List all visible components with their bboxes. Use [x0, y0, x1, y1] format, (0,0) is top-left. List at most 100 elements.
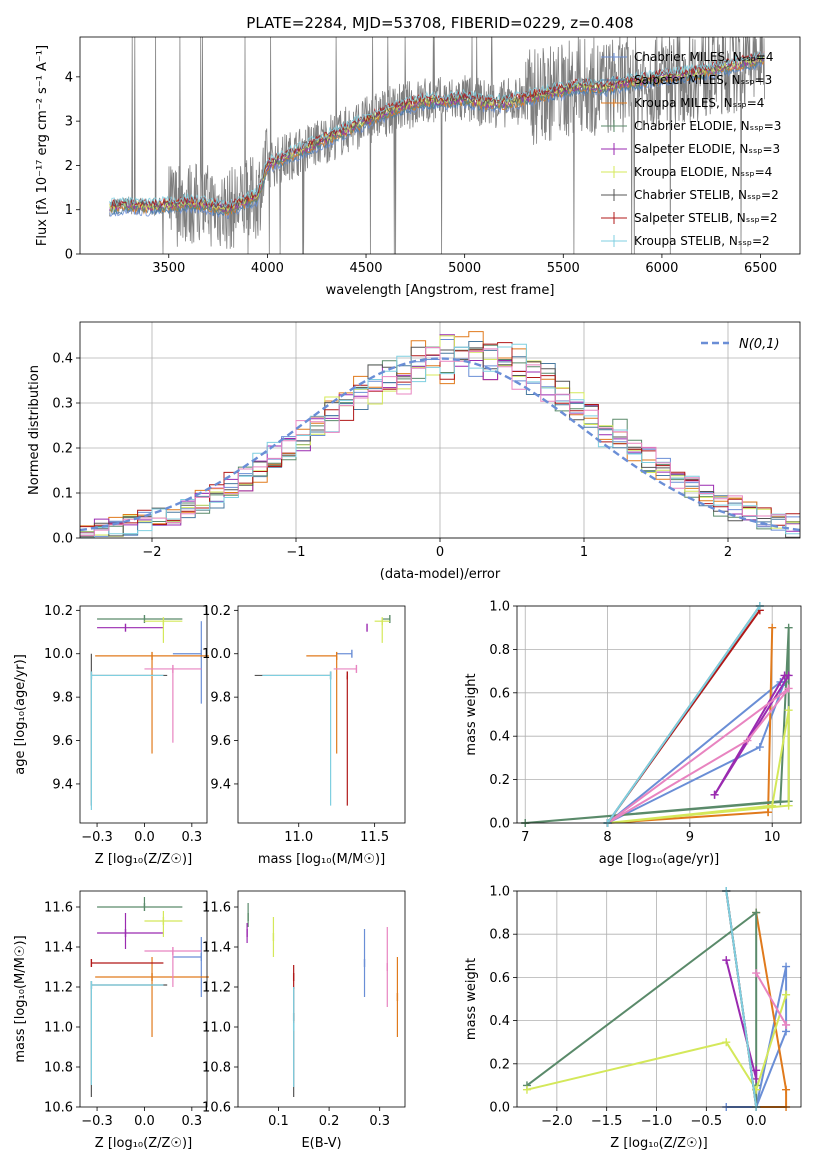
- x-tick-label: −0.3: [81, 1114, 113, 1129]
- axes-frame: [516, 605, 802, 824]
- x-axis-label: (data-model)/error: [380, 567, 501, 582]
- x-tick-label: 0: [436, 545, 444, 560]
- axes-frame: [79, 321, 801, 539]
- x-tick-label: 7: [521, 830, 529, 845]
- axes-frame: [79, 36, 801, 255]
- data-point-marker: [722, 956, 731, 965]
- series-line: [607, 687, 790, 824]
- y-tick-label: 10.2: [44, 604, 73, 619]
- data-point-marker: [710, 790, 719, 799]
- x-tick-label: 0.2: [319, 1114, 340, 1129]
- legend-entry: Chabrier ELODIE, Nₛₛₚ=3: [634, 119, 781, 133]
- data-point-marker: [764, 808, 773, 817]
- x-tick-label: 0.0: [134, 830, 155, 845]
- x-tick-label: 6000: [645, 261, 678, 276]
- x-tick-label: 4000: [251, 261, 284, 276]
- y-axis-label: mass [log₁₀(M/M☉)]: [13, 935, 28, 1062]
- x-tick-label: −1.0: [641, 1114, 673, 1129]
- x-tick-label: 1: [580, 545, 588, 560]
- y-tick-label: 2: [65, 159, 73, 174]
- normal-curve: [79, 357, 801, 532]
- x-tick-label: −1.5: [591, 1114, 623, 1129]
- y-tick-label: 0.8: [489, 643, 510, 658]
- legend-entry: Kroupa ELODIE, Nₛₛₚ=4: [634, 165, 772, 179]
- x-tick-label: 9: [686, 830, 694, 845]
- y-tick-label: 10.0: [44, 647, 73, 662]
- y-tick-label: 0.2: [52, 442, 73, 457]
- y-tick-label: 0.0: [52, 532, 73, 547]
- series-line: [725, 890, 758, 1108]
- y-tick-label: 10.8: [44, 1061, 73, 1076]
- y-axis-label: mass weight: [464, 958, 479, 1040]
- x-tick-label: 0.0: [746, 1114, 767, 1129]
- data-point-marker: [768, 801, 777, 810]
- y-tick-label: 0.4: [489, 730, 510, 745]
- legend-entry: Salpeter MILES, Nₛₛₚ=3: [634, 73, 772, 87]
- x-axis-label: E(B-V): [301, 1136, 341, 1151]
- y-tick-label: 10.2: [202, 604, 231, 619]
- y-axis-label: Flux [fλ 10⁻¹⁷ erg cm⁻² s⁻¹ A⁻¹]: [35, 45, 50, 246]
- y-axis-label: Normed distribution: [27, 365, 42, 495]
- x-axis-label: mass [log₁₀(M/M☉)]: [258, 852, 385, 867]
- x-axis-label: wavelength [Angstrom, rest frame]: [326, 283, 555, 298]
- data-point-marker: [784, 671, 793, 680]
- x-axis-label: Z [log₁₀(Z/Z☉)]: [95, 852, 192, 867]
- x-tick-label: 8: [603, 830, 611, 845]
- y-tick-label: 9.4: [210, 777, 231, 792]
- axes-frame: [79, 605, 208, 824]
- y-tick-label: 0.3: [52, 397, 73, 412]
- chart-title: PLATE=2284, MJD=53708, FIBERID=0229, z=0…: [246, 14, 633, 32]
- x-tick-label: 0.3: [181, 1114, 202, 1129]
- y-tick-label: 11.4: [44, 941, 73, 956]
- y-tick-label: 10.6: [44, 1101, 73, 1116]
- x-tick-label: 6500: [744, 261, 777, 276]
- legend-entry: Kroupa STELIB, Nₛₛₚ=2: [634, 234, 770, 248]
- y-tick-label: 0.8: [489, 928, 510, 943]
- data-point-marker: [784, 801, 793, 810]
- legend-entry: Salpeter ELODIE, Nₛₛₚ=3: [634, 142, 780, 156]
- y-tick-label: 1.0: [489, 600, 510, 615]
- series-line: [725, 959, 758, 1080]
- axes-frame: [237, 605, 406, 824]
- x-tick-label: 0.3: [369, 1114, 390, 1129]
- histogram-step: [80, 343, 800, 539]
- y-tick-label: 11.6: [202, 901, 231, 916]
- x-tick-label: −2.0: [541, 1114, 573, 1129]
- legend-entry: Chabrier MILES, Nₛₛₚ=4: [634, 50, 774, 64]
- axes-frame: [516, 890, 802, 1108]
- x-tick-label: 0.1: [268, 1114, 289, 1129]
- data-point-marker: [722, 1038, 731, 1047]
- y-tick-label: 0.0: [489, 817, 510, 832]
- data-point-marker: [752, 969, 761, 978]
- data-point-marker: [782, 1085, 791, 1094]
- x-tick-label: −2: [142, 545, 161, 560]
- x-tick-label: −0.5: [691, 1114, 723, 1129]
- histogram-step: [80, 347, 800, 536]
- x-tick-label: 4500: [349, 261, 382, 276]
- x-tick-label: −0.3: [81, 830, 113, 845]
- model-spectrum-line: [109, 51, 765, 208]
- x-axis-label: Z [log₁₀(Z/Z☉)]: [95, 1136, 192, 1151]
- y-tick-label: 9.6: [52, 734, 73, 749]
- data-point-marker: [743, 736, 752, 745]
- x-tick-label: 11.5: [360, 830, 389, 845]
- y-tick-label: 0.6: [489, 971, 510, 986]
- data-point-marker: [784, 623, 793, 632]
- y-tick-label: 11.0: [202, 1021, 231, 1036]
- series-line: [526, 910, 758, 1107]
- y-tick-label: 11.2: [44, 981, 73, 996]
- legend-entry: Kroupa MILES, Nₛₛₚ=4: [634, 96, 764, 110]
- y-tick-label: 9.8: [210, 691, 231, 706]
- data-point-marker: [776, 797, 785, 806]
- data-point-marker: [752, 908, 761, 917]
- y-tick-label: 9.4: [52, 777, 73, 792]
- data-point-marker: [755, 743, 764, 752]
- y-tick-label: 11.2: [202, 981, 231, 996]
- x-tick-label: 5500: [547, 261, 580, 276]
- y-tick-label: 11.0: [44, 1021, 73, 1036]
- x-tick-label: 5000: [448, 261, 481, 276]
- x-tick-label: 2: [724, 545, 732, 560]
- y-tick-label: 10.8: [202, 1061, 231, 1076]
- y-tick-label: 0.2: [489, 773, 510, 788]
